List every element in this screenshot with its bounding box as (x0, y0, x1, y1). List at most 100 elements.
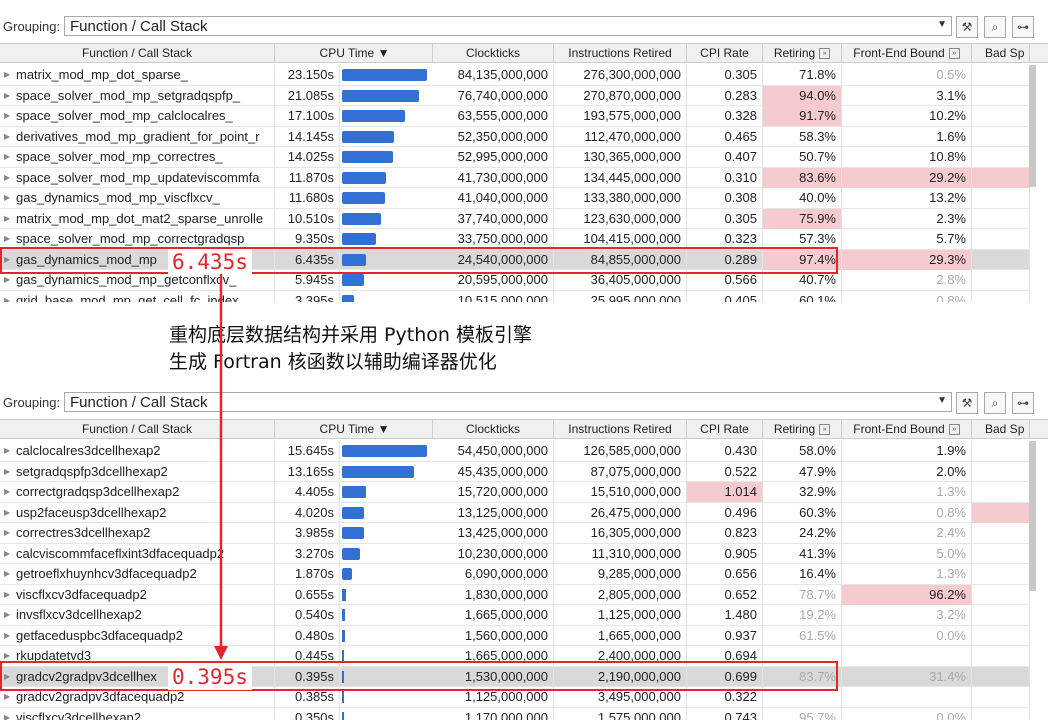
table-row[interactable]: ▶ matrix_mod_mp_dot_sparse_ 23.150s 84,135,… (0, 65, 1030, 86)
header-function[interactable]: Function / Call Stack (0, 420, 275, 438)
scrollbar[interactable] (1029, 441, 1036, 591)
cell-clk: 13,125,000,000 (433, 502, 554, 523)
header-clockticks[interactable]: Clockticks (433, 44, 554, 62)
cell-text: 0.289 (724, 251, 757, 267)
table-row[interactable]: ▶ matrix_mod_mp_dot_mat2_sparse_unrolle 10… (0, 208, 1030, 229)
expand-triangle-icon[interactable]: ▶ (4, 254, 11, 264)
table-row[interactable]: ▶ gas_dynamics_mod_mp 6.435s 24,540,000,000… (0, 249, 1030, 270)
expand-triangle-icon[interactable]: ▶ (4, 295, 11, 303)
cell-bad-spec (972, 605, 1030, 625)
cell-feb: 31.4% (842, 666, 972, 687)
expand-triangle-icon[interactable]: ▶ (4, 111, 11, 120)
header-cpu-time[interactable]: CPU Time ▼ (277, 420, 433, 438)
expand-triangle-icon[interactable]: ▶ (4, 213, 11, 223)
cpu-time-bar (342, 486, 366, 498)
tree-view-icon[interactable]: ⊶ (1012, 16, 1034, 38)
table-row[interactable]: ▶ getroeflxhuynhcv3dfacequadp2 1.870s 6,090… (0, 564, 1030, 585)
expand-triangle-icon[interactable]: ▶ (4, 487, 11, 496)
table-row[interactable]: ▶ calclocalres3dcellhexap2 15.645s 54,450,0… (0, 441, 1030, 462)
table-row[interactable]: ▶ gas_dynamics_mod_mp_getconflxcv_ 5.945s 2… (0, 270, 1030, 291)
table-row[interactable]: ▶ space_solver_mod_mp_updateviscommfa 11.8… (0, 167, 1030, 188)
search-icon[interactable]: ⌕ (984, 16, 1006, 38)
header-retiring[interactable]: Retiring» (763, 44, 842, 62)
table-row[interactable]: ▶ invsflxcv3dcellhexap2 0.540s 1,665,000,00… (0, 605, 1030, 626)
table-row[interactable]: ▶ space_solver_mod_mp_correctgradqsp 9.350… (0, 229, 1030, 250)
header-bad-spec[interactable]: Bad Sp (972, 44, 1030, 62)
cell-feb: 29.2% (842, 167, 972, 188)
cell-cpu: 10.510s (277, 208, 340, 229)
table-row[interactable]: ▶ grid_base_mod_mp_get_cell_fc_index 3.395… (0, 290, 1030, 303)
expand-triangle-icon[interactable]: ▶ (4, 651, 11, 660)
tools-icon[interactable]: ⚒ (956, 16, 978, 38)
header-cpi[interactable]: CPI Rate (687, 44, 763, 62)
expand-triangle-icon[interactable]: ▶ (4, 589, 11, 599)
table-row[interactable]: ▶ usp2faceusp3dcellhexap2 4.020s 13,125,000… (0, 502, 1030, 523)
tree-view-icon[interactable]: ⊶ (1012, 392, 1034, 414)
expand-icon[interactable]: » (819, 48, 831, 60)
table-row[interactable]: ▶ rkupdatetvd3 0.445s 1,665,000,000 2,400,00… (0, 646, 1030, 667)
expand-triangle-icon[interactable]: ▶ (4, 507, 11, 517)
header-cpi[interactable]: CPI Rate (687, 420, 763, 438)
column-header: Function / Call Stack CPU Time ▼ Clockti… (0, 43, 1048, 63)
expand-triangle-icon[interactable]: ▶ (4, 131, 11, 141)
table-row[interactable]: ▶ derivatives_mod_mp_gradient_for_point_r… (0, 126, 1030, 147)
expand-triangle-icon[interactable]: ▶ (4, 569, 11, 578)
cell-feb: 2.8% (842, 270, 972, 290)
cell-text: 0.694 (724, 648, 757, 663)
table-row[interactable]: ▶ correctres3dcellhexap2 3.985s 13,425,000,… (0, 523, 1030, 544)
expand-icon[interactable]: » (948, 424, 960, 436)
table-row[interactable]: ▶ viscflxcv3dfacequadp2 0.655s 1,830,000,00… (0, 584, 1030, 605)
header-bad-spec[interactable]: Bad Sp (972, 420, 1030, 438)
expand-triangle-icon[interactable]: ▶ (4, 70, 11, 79)
table-row[interactable]: ▶ space_solver_mod_mp_calclocalres_ 17.100… (0, 106, 1030, 127)
header-clockticks[interactable]: Clockticks (433, 420, 554, 438)
cell-clk: 10,230,000,000 (433, 543, 554, 564)
scrollbar[interactable] (1029, 65, 1036, 187)
expand-triangle-icon[interactable]: ▶ (4, 234, 11, 243)
expand-triangle-icon[interactable]: ▶ (4, 630, 11, 640)
expand-triangle-icon[interactable]: ▶ (4, 152, 11, 161)
cell-text: usp2faceusp3dcellhexap2 (16, 504, 167, 520)
cell-text: 11,310,000,000 (591, 545, 681, 561)
expand-triangle-icon[interactable]: ▶ (4, 275, 11, 284)
header-retiring[interactable]: Retiring» (763, 420, 842, 438)
header-front-end[interactable]: Front-End Bound» (842, 420, 972, 438)
table-row[interactable]: ▶ gradcv2gradpv3dfacequadp2 0.385s 1,125,00… (0, 687, 1030, 708)
table-row[interactable]: ▶ space_solver_mod_mp_setgradqspfp_ 21.085… (0, 85, 1030, 106)
cell-ret: 97.4% (763, 249, 842, 270)
table-row[interactable]: ▶ space_solver_mod_mp_correctres_ 14.025s 5… (0, 147, 1030, 168)
search-icon[interactable]: ⌕ (984, 392, 1006, 414)
header-instructions[interactable]: Instructions Retired (554, 420, 687, 438)
expand-triangle-icon[interactable]: ▶ (4, 671, 11, 681)
table-row[interactable]: ▶ calcviscommfaceflxint3dfacequadp2 3.270s… (0, 543, 1030, 564)
table-row[interactable]: ▶ getfaceduspbc3dfacequadp2 0.480s 1,560,00… (0, 625, 1030, 646)
table-row[interactable]: ▶ setgradqspfp3dcellhexap2 13.165s 45,435,0… (0, 461, 1030, 482)
tools-icon[interactable]: ⚒ (956, 392, 978, 414)
header-function[interactable]: Function / Call Stack (0, 44, 275, 62)
expand-triangle-icon[interactable]: ▶ (4, 172, 11, 182)
header-instructions[interactable]: Instructions Retired (554, 44, 687, 62)
expand-triangle-icon[interactable]: ▶ (4, 446, 11, 455)
expand-triangle-icon[interactable]: ▶ (4, 548, 11, 558)
cell-text: 10,230,000,000 (457, 545, 548, 561)
cell-text: 54,450,000,000 (457, 443, 548, 458)
expand-triangle-icon[interactable]: ▶ (4, 610, 11, 619)
expand-triangle-icon[interactable]: ▶ (4, 466, 11, 476)
cell-ins: 87,075,000,000 (554, 461, 687, 482)
header-front-end[interactable]: Front-End Bound» (842, 44, 972, 62)
table-row[interactable]: ▶ gas_dynamics_mod_mp_viscflxcv_ 11.680s 41… (0, 188, 1030, 209)
expand-icon[interactable]: » (948, 48, 960, 60)
expand-triangle-icon[interactable]: ▶ (4, 90, 11, 100)
table-row[interactable]: ▶ correctgradqsp3dcellhexap2 4.405s 15,720,… (0, 482, 1030, 503)
expand-triangle-icon[interactable]: ▶ (4, 193, 11, 202)
grouping-select[interactable]: Function / Call Stack ▼ (64, 392, 952, 412)
expand-triangle-icon[interactable]: ▶ (4, 692, 11, 701)
cell-fn: ▶ gradcv2gradpv3dcellhex (0, 666, 275, 687)
grouping-select[interactable]: Function / Call Stack ▼ (64, 16, 952, 36)
expand-triangle-icon[interactable]: ▶ (4, 528, 11, 537)
table-row[interactable]: ▶ gradcv2gradpv3dcellhex 0.395s 1,530,000,0… (0, 666, 1030, 687)
expand-icon[interactable]: » (819, 424, 831, 436)
table-row[interactable]: ▶ viscflxcv3dcellhexap2 0.350s 1,170,000,00… (0, 707, 1030, 720)
expand-triangle-icon[interactable]: ▶ (4, 712, 11, 720)
header-cpu-time[interactable]: CPU Time ▼ (277, 44, 433, 62)
